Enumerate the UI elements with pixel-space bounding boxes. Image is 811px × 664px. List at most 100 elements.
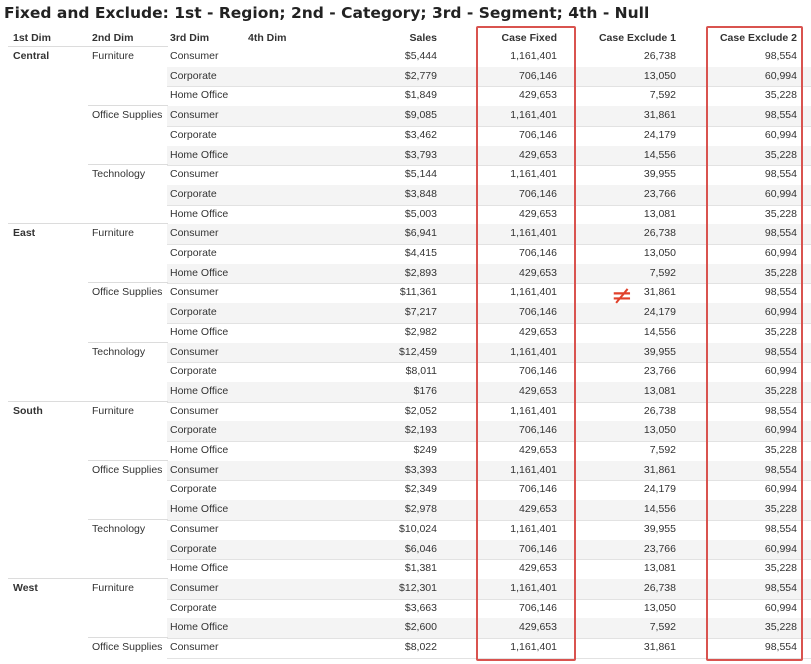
category-divider (88, 459, 168, 461)
cell-case-fixed: 706,146 (519, 187, 557, 200)
cell-case-fixed: 706,146 (519, 424, 557, 437)
cell-segment: Home Office (170, 148, 229, 161)
cell-case-fixed: 429,653 (519, 89, 557, 102)
cell-case-fixed: 429,653 (519, 148, 557, 161)
cell-sales: $2,978 (404, 503, 437, 516)
cell-region (13, 559, 88, 579)
cell-case-fixed: 429,653 (519, 562, 557, 575)
category-divider (88, 341, 168, 343)
row-band (167, 303, 811, 323)
cell-case-fixed: 706,146 (519, 365, 557, 378)
cell-case-exclude-1: 13,050 (643, 69, 676, 82)
cell-case-exclude-2: 60,994 (764, 187, 797, 200)
cell-case-fixed: 1,161,401 (510, 50, 557, 62)
cell-case-exclude-1: 13,050 (643, 247, 676, 259)
cell-case-exclude-2: 98,554 (764, 168, 797, 181)
cell-case-exclude-2: 60,994 (764, 247, 797, 259)
cell-case-exclude-1: 26,738 (643, 404, 676, 417)
cell-case-fixed: 1,161,401 (510, 286, 557, 299)
row-divider (167, 204, 811, 206)
cell-case-fixed: 429,653 (519, 444, 557, 456)
region-divider (8, 400, 168, 402)
cell-segment: Home Office (170, 266, 229, 279)
row-band (167, 106, 811, 126)
cell-category (92, 244, 168, 264)
header-case-exclude-1: Case Exclude 1 (598, 32, 676, 44)
row-divider (167, 638, 811, 639)
cell-category: Furniture (92, 581, 135, 594)
cell-sales: $12,459 (399, 345, 437, 358)
cell-case-fixed: 706,146 (519, 601, 557, 614)
cell-case-fixed: 1,161,401 (510, 345, 557, 358)
cell-case-exclude-1: 23,766 (643, 365, 676, 378)
cell-case-exclude-2: 98,554 (764, 641, 797, 653)
cell-sales: $3,793 (404, 148, 437, 161)
cell-case-exclude-2: 60,994 (764, 128, 797, 141)
header-4th-dim: 4th Dim (248, 32, 287, 44)
cell-sales: $9,085 (404, 109, 437, 122)
header-2nd-dim: 2nd Dim (92, 32, 134, 44)
cell-category: Technology (92, 345, 146, 358)
cell-category (92, 185, 168, 205)
cell-sales: $7,217 (404, 306, 437, 319)
row-band (167, 184, 811, 205)
cell-case-exclude-2: 35,228 (764, 148, 797, 161)
cell-case-fixed: 429,653 (519, 325, 557, 338)
cell-case-exclude-1: 13,081 (643, 562, 676, 575)
cell-segment: Home Office (170, 325, 229, 338)
cell-case-fixed: 706,146 (519, 247, 557, 259)
cell-case-exclude-2: 35,228 (764, 207, 797, 220)
cell-category (92, 205, 168, 225)
cell-segment: Home Office (170, 444, 229, 456)
cell-region (13, 480, 88, 500)
cell-sales: $2,893 (404, 266, 437, 279)
cell-case-fixed: 429,653 (519, 621, 557, 634)
cell-case-exclude-1: 14,556 (643, 148, 676, 161)
cell-case-fixed: 706,146 (519, 128, 557, 141)
cell-region: West (13, 581, 38, 594)
cell-segment: Corporate (170, 424, 217, 437)
cell-case-exclude-1: 14,556 (643, 325, 676, 338)
cell-category: Furniture (92, 227, 135, 240)
row-divider (167, 86, 811, 88)
cell-case-exclude-2: 60,994 (764, 365, 797, 378)
cell-category: Technology (92, 168, 146, 181)
cell-sales: $6,941 (404, 227, 437, 240)
region-divider (8, 577, 168, 579)
row-divider (167, 244, 811, 245)
cell-case-exclude-2: 98,554 (764, 581, 797, 594)
cell-case-exclude-1: 31,861 (643, 641, 676, 653)
cell-region (13, 165, 88, 185)
cell-case-exclude-1: 26,738 (643, 581, 676, 594)
cell-case-fixed: 1,161,401 (510, 168, 557, 181)
cell-segment: Corporate (170, 365, 217, 378)
cell-category (92, 126, 168, 146)
cell-segment: Consumer (170, 168, 219, 181)
cell-case-exclude-2: 60,994 (764, 542, 797, 555)
cell-case-exclude-2: 98,554 (764, 109, 797, 122)
cell-sales: $3,663 (404, 601, 437, 614)
cell-category (92, 559, 168, 579)
cell-case-exclude-2: 35,228 (764, 89, 797, 102)
highlight-box-case-fixed (476, 26, 576, 661)
cell-case-exclude-1: 13,081 (643, 384, 676, 397)
cell-segment: Corporate (170, 128, 217, 141)
cell-region (13, 520, 88, 540)
cell-case-exclude-2: 98,554 (764, 463, 797, 476)
cell-region (13, 343, 88, 363)
cell-sales: $3,848 (404, 187, 437, 200)
cell-segment: Consumer (170, 345, 219, 358)
cell-segment: Corporate (170, 187, 217, 200)
cell-category: Technology (92, 522, 146, 535)
cell-category (92, 618, 168, 638)
cell-case-fixed: 706,146 (519, 69, 557, 82)
cell-region (13, 618, 88, 638)
cell-segment: Home Office (170, 503, 229, 516)
cell-segment: Home Office (170, 621, 229, 634)
cell-sales: $2,193 (404, 424, 437, 437)
cell-segment: Corporate (170, 483, 217, 496)
cell-category (92, 441, 168, 461)
cell-case-exclude-1: 13,050 (643, 601, 676, 614)
row-divider (167, 283, 811, 285)
cell-region (13, 362, 88, 382)
